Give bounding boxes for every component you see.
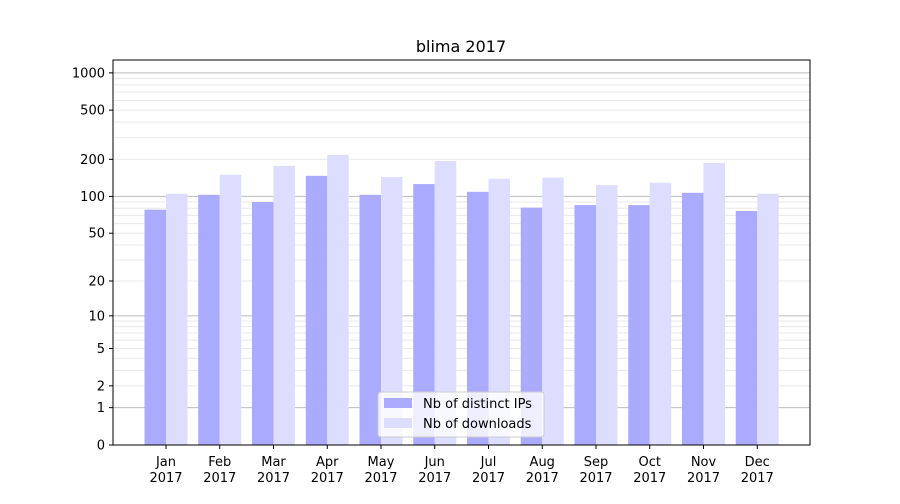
x-tick-label: 2017 xyxy=(687,471,720,486)
bar-distinct-ips xyxy=(467,191,489,445)
chart-title: blima 2017 xyxy=(416,37,506,56)
legend-label: Nb of distinct IPs xyxy=(423,397,532,412)
x-tick-label: Oct xyxy=(639,455,661,470)
y-tick-label: 1 xyxy=(97,401,105,416)
x-tick-label: May xyxy=(368,455,395,470)
bar-downloads xyxy=(596,184,618,445)
bar-distinct-ips xyxy=(682,192,704,445)
bar-downloads xyxy=(703,162,725,445)
x-tick-label: 2017 xyxy=(741,471,774,486)
x-axis: Jan2017Feb2017Mar2017Apr2017May2017Jun20… xyxy=(149,445,774,486)
bar-distinct-ips xyxy=(252,202,274,445)
bar-distinct-ips xyxy=(628,205,650,445)
x-tick-label: Feb xyxy=(208,455,231,470)
x-tick-label: 2017 xyxy=(418,471,451,486)
bar-downloads xyxy=(273,165,295,445)
bar-downloads xyxy=(166,193,188,445)
x-tick-label: Jun xyxy=(424,455,445,470)
x-tick-label: Nov xyxy=(691,455,717,470)
y-tick-label: 500 xyxy=(80,104,105,119)
x-tick-label: 2017 xyxy=(311,471,344,486)
axes-frame xyxy=(112,59,811,446)
bar-distinct-ips xyxy=(574,205,596,445)
legend: Nb of distinct IPs Nb of downloads xyxy=(377,391,545,438)
x-tick-label: Apr xyxy=(316,455,339,470)
y-tick-label: 200 xyxy=(80,153,105,168)
y-tick-label: 5 xyxy=(97,342,105,357)
bars xyxy=(144,154,779,446)
x-tick-label: Aug xyxy=(530,455,555,470)
y-tick-label: 1000 xyxy=(72,66,105,81)
x-tick-label: 2017 xyxy=(526,471,559,486)
legend-swatch xyxy=(384,418,412,428)
x-tick-label: 2017 xyxy=(257,471,290,486)
legend-swatch xyxy=(384,398,412,408)
bar-distinct-ips xyxy=(198,194,220,445)
bar-distinct-ips xyxy=(520,207,543,445)
bar-downloads xyxy=(327,154,349,445)
x-tick-label: 2017 xyxy=(364,471,397,486)
bar-distinct-ips xyxy=(735,211,758,445)
x-tick-label: 2017 xyxy=(149,471,182,486)
bar-distinct-ips xyxy=(144,209,166,445)
bar-downloads xyxy=(488,178,510,446)
bar-downloads xyxy=(434,160,457,446)
legend-box xyxy=(377,391,545,438)
y-tick-label: 50 xyxy=(88,227,105,242)
x-tick-label: 2017 xyxy=(633,471,666,486)
bar-downloads xyxy=(381,176,403,445)
bar-downloads xyxy=(757,193,779,445)
y-tick-label: 20 xyxy=(88,275,105,290)
x-tick-label: 2017 xyxy=(579,471,612,486)
x-tick-label: Jul xyxy=(480,455,497,470)
x-tick-label: Dec xyxy=(745,455,770,470)
legend-label: Nb of downloads xyxy=(423,417,532,432)
y-tick-label: 0 xyxy=(97,439,105,454)
x-tick-label: Sep xyxy=(584,455,609,470)
y-axis: 0 1 2 5 10 20 50 100 200 500 1000 xyxy=(72,66,113,454)
bar-distinct-ips xyxy=(359,194,381,445)
y-tick-label: 100 xyxy=(80,190,105,205)
x-tick-label: 2017 xyxy=(203,471,236,486)
bar-downloads xyxy=(542,177,564,445)
bar-downloads xyxy=(649,182,672,445)
bar-distinct-ips xyxy=(413,184,435,446)
x-tick-label: 2017 xyxy=(472,471,505,486)
x-tick-label: Jan xyxy=(155,455,176,470)
x-tick-label: Mar xyxy=(261,455,286,470)
bar-downloads xyxy=(219,174,242,445)
y-tick-label: 2 xyxy=(97,379,105,394)
bar-distinct-ips xyxy=(305,175,328,445)
y-tick-label: 10 xyxy=(88,309,105,324)
